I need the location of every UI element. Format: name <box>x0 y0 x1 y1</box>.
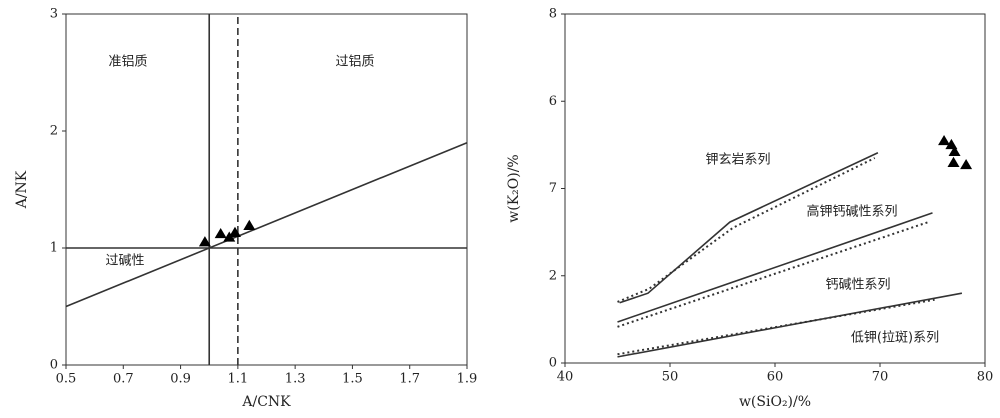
reference-line <box>617 298 935 356</box>
x-tick-label: 50 <box>662 370 679 385</box>
annotation: 过铝质 <box>335 55 374 70</box>
triangle-marker <box>960 158 973 170</box>
plot-frame <box>564 13 986 364</box>
x-tick-label: 1.1 <box>228 372 249 387</box>
x-tick-label: 1.7 <box>399 372 420 387</box>
reference-line <box>617 157 876 303</box>
triangle-marker <box>228 226 241 237</box>
y-tick-label: 1 <box>50 241 58 256</box>
y-tick-label: 0 <box>50 358 58 373</box>
y-tick-label: 0 <box>549 356 557 371</box>
x-axis-label: A/CNK <box>241 394 291 410</box>
x-tick-label: 1.3 <box>285 372 306 387</box>
x-tick-label: 1.5 <box>342 372 363 387</box>
y-tick-label: 2 <box>549 268 557 283</box>
triangle-marker <box>947 156 960 167</box>
y-tick-label: 6 <box>549 94 557 109</box>
reference-line <box>65 141 468 308</box>
reference-line <box>617 292 963 358</box>
y-axis-label: A/NK <box>14 170 30 209</box>
reference-line <box>617 212 933 323</box>
annotation: 钙碱性系列 <box>825 278 890 293</box>
reference-line <box>617 221 929 328</box>
x-tick-label: 40 <box>557 370 574 385</box>
triangle-marker <box>938 134 951 146</box>
triangle-marker <box>214 227 227 239</box>
x-tick-label: 0.7 <box>113 372 134 387</box>
annotation: 高钾钙碱性系列 <box>806 204 897 220</box>
x-tick-label: 60 <box>767 370 784 385</box>
annotation: 过碱性 <box>105 254 144 269</box>
y-tick-label: 8 <box>549 7 557 22</box>
y-tick-label: 7 <box>549 181 557 196</box>
triangle-marker <box>948 145 961 157</box>
plot-frame <box>65 13 468 366</box>
y-tick-label: 3 <box>50 7 58 22</box>
x-tick-label: 0.5 <box>56 372 77 387</box>
y-tick-label: 2 <box>50 124 58 139</box>
annotation: 低钾(拉斑)系列 <box>851 331 939 346</box>
x-tick-label: 0.9 <box>170 372 191 387</box>
x-tick-label: 1.9 <box>457 372 478 387</box>
x-axis-label: w(SiO₂)/% <box>739 394 811 410</box>
triangle-marker <box>243 219 256 230</box>
triangle-marker <box>198 236 211 247</box>
y-axis-label: w(K₂O)/% <box>506 154 522 222</box>
x-tick-label: 70 <box>872 370 889 385</box>
x-tick-label: 80 <box>977 370 994 385</box>
annotation: 准铝质 <box>108 55 147 70</box>
annotation: 钾玄岩系列 <box>705 153 770 168</box>
reference-line <box>619 152 879 304</box>
